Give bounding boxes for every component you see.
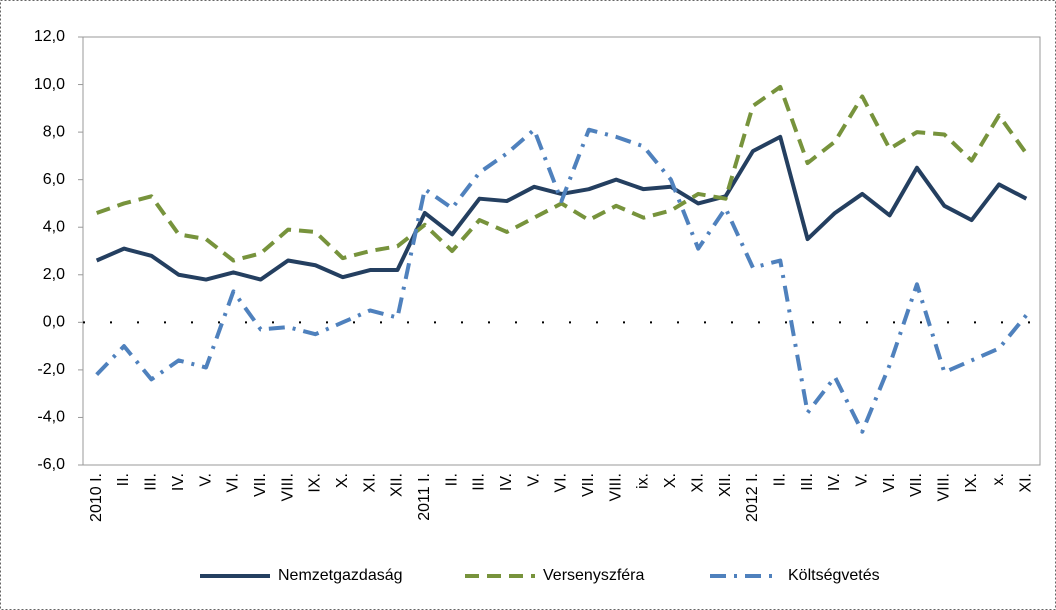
x-tick-label: XI. xyxy=(1018,473,1035,493)
y-tick-label: 8,0 xyxy=(43,123,65,140)
legend-label: Nemzetgazdaság xyxy=(278,567,403,584)
x-tick-label: VI. xyxy=(225,473,242,493)
series-line xyxy=(95,134,1028,282)
y-tick-label: 6,0 xyxy=(43,171,65,188)
x-tick-label: IV. xyxy=(826,473,843,491)
x-tick-label: VI. xyxy=(881,473,898,493)
x-tick-label: II. xyxy=(115,473,132,486)
x-tick-label: III. xyxy=(471,473,488,491)
y-tick-label: -6,0 xyxy=(37,456,65,473)
y-tick-label: 0,0 xyxy=(43,314,65,331)
x-tick-label: VII. xyxy=(252,473,269,497)
x-tick-label: 2010 I. xyxy=(88,473,105,522)
x-tick-label: XI. xyxy=(361,473,378,493)
y-tick-label: -2,0 xyxy=(37,361,65,378)
x-tick-label: IX. xyxy=(307,473,324,493)
x-tick-label: 2012 I. xyxy=(744,473,761,522)
x-tick-label: 2011 I. xyxy=(416,473,433,521)
series-line xyxy=(95,127,1028,434)
x-tick-label: V. xyxy=(525,473,542,487)
x-tick-label: IV. xyxy=(170,473,187,491)
x-tick-label: III. xyxy=(143,473,160,491)
x-tick-label: VII. xyxy=(580,473,597,497)
x-tick-label: V. xyxy=(197,473,214,487)
plot-area xyxy=(82,36,1041,466)
x-tick-label: VIII. xyxy=(936,473,953,501)
legend-label: Költségvetés xyxy=(788,567,880,584)
x-tick-label: IV. xyxy=(498,473,515,491)
x-tick-label: X. xyxy=(334,473,351,488)
y-tick-label: 2,0 xyxy=(43,266,65,283)
y-tick-label: 10,0 xyxy=(34,76,65,93)
x-tick-label: IX. xyxy=(963,473,980,493)
x-tick-label: X. xyxy=(662,473,679,488)
y-tick-label: 12,0 xyxy=(34,28,65,45)
series-line xyxy=(96,84,1028,263)
x-tick-label: XII. xyxy=(389,473,406,497)
x-tick-label: II. xyxy=(443,473,460,486)
x-tick-label: II. xyxy=(771,473,788,486)
y-tick-label: 4,0 xyxy=(43,218,65,235)
x-tick-label: VIII. xyxy=(279,473,296,501)
x-tick-label: VI. xyxy=(553,473,570,493)
y-tick-label: -4,0 xyxy=(37,409,65,426)
x-tick-label: x. xyxy=(990,473,1007,485)
x-tick-label: VII. xyxy=(908,473,925,497)
x-tick-label: XII. xyxy=(717,473,734,497)
legend-label: Versenyszféra xyxy=(543,567,644,584)
x-tick-label: XI. xyxy=(689,473,706,493)
x-tick-label: ix. xyxy=(635,473,652,489)
x-tick-label: III. xyxy=(799,473,816,491)
x-tick-label: V. xyxy=(853,473,870,487)
x-tick-label: VIII. xyxy=(607,473,624,501)
